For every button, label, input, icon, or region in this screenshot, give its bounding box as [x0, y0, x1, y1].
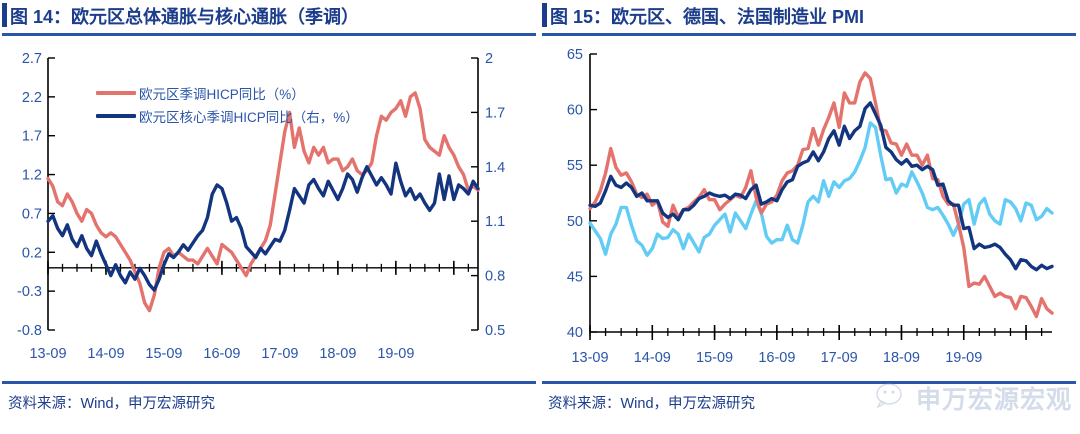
svg-text:14-09: 14-09: [87, 346, 124, 362]
svg-text:-0.8: -0.8: [17, 323, 42, 339]
svg-text:19-09: 19-09: [945, 350, 982, 366]
svg-text:16-09: 16-09: [203, 346, 240, 362]
svg-text:45: 45: [567, 269, 583, 285]
figure-15-footer-rule: [542, 381, 1076, 384]
figure-14-svg: -0.8 -0.3 0.2 0.7 1.2 1.7 2.2 2.7 0.5 0.8 1.1 1.4 1.…: [17, 51, 505, 362]
figure-15-source: 资料来源：Wind，申万宏源研究: [548, 396, 756, 412]
svg-text:16-09: 16-09: [758, 350, 795, 366]
figure-15-title: 图 15：欧元区、德国、法国制造业 PMI: [550, 7, 865, 27]
figure-15-title-row: 图 15：欧元区、德国、法国制造业 PMI: [540, 0, 1080, 32]
svg-text:13-09: 13-09: [571, 350, 608, 366]
title-accent-bar: [542, 3, 547, 27]
svg-text:1.7: 1.7: [485, 105, 505, 121]
svg-text:14-09: 14-09: [634, 350, 671, 366]
svg-text:15-09: 15-09: [696, 350, 733, 366]
figure-15-plot: 40 45 50 55 60 65 13-09 14-09 15-09 16-09 17-09 18-…: [540, 36, 1080, 381]
svg-text:13-09: 13-09: [29, 346, 66, 362]
svg-text:0.8: 0.8: [485, 269, 505, 285]
svg-text:1.4: 1.4: [485, 160, 505, 176]
figure-14-plot: -0.8 -0.3 0.2 0.7 1.2 1.7 2.2 2.7 0.5 0.8 1.1 1.4 1.…: [0, 36, 540, 381]
svg-text:18-09: 18-09: [319, 346, 356, 362]
figure-14-footer-rule: [2, 381, 536, 384]
svg-text:-0.3: -0.3: [17, 284, 42, 300]
svg-text:0.7: 0.7: [22, 206, 42, 222]
svg-text:50: 50: [567, 214, 583, 230]
svg-text:65: 65: [567, 47, 583, 63]
svg-text:0.5: 0.5: [485, 323, 505, 339]
svg-text:40: 40: [567, 325, 583, 341]
svg-text:1.2: 1.2: [22, 168, 42, 184]
svg-text:2.2: 2.2: [22, 90, 42, 106]
svg-text:17-09: 17-09: [821, 350, 858, 366]
title-accent-bar: [2, 3, 7, 27]
figure-14-title: 图 14：欧元区总体通胀与核心通胀（季调）: [10, 7, 360, 27]
svg-text:17-09: 17-09: [261, 346, 298, 362]
figure-15-svg: 40 45 50 55 60 65 13-09 14-09 15-09 16-09 17-09 18-…: [567, 47, 1054, 366]
figure-14-title-row: 图 14：欧元区总体通胀与核心通胀（季调）: [0, 0, 540, 32]
svg-text:18-09: 18-09: [883, 350, 920, 366]
svg-text:60: 60: [567, 103, 583, 119]
svg-text:0.2: 0.2: [22, 245, 42, 261]
figure-14-panel: 图 14：欧元区总体通胀与核心通胀（季调） -0.8 -0.3 0.2 0.7 1.2 1…: [0, 0, 540, 412]
svg-text:19-09: 19-09: [377, 346, 414, 362]
svg-text:55: 55: [567, 158, 583, 174]
figure-15-title-rule: [542, 33, 1076, 36]
svg-text:2: 2: [485, 51, 493, 67]
svg-text:1.7: 1.7: [22, 129, 42, 145]
svg-text:2.7: 2.7: [22, 51, 42, 67]
figure-15-panel: 图 15：欧元区、德国、法国制造业 PMI 40 45 50 55 60 65 13-09 1…: [540, 0, 1080, 434]
svg-text:1.1: 1.1: [485, 214, 505, 230]
svg-text:15-09: 15-09: [145, 346, 182, 362]
figure-14-source: 资料来源：Wind，申万宏源研究: [8, 396, 216, 412]
figure-14-title-rule: [2, 33, 536, 36]
